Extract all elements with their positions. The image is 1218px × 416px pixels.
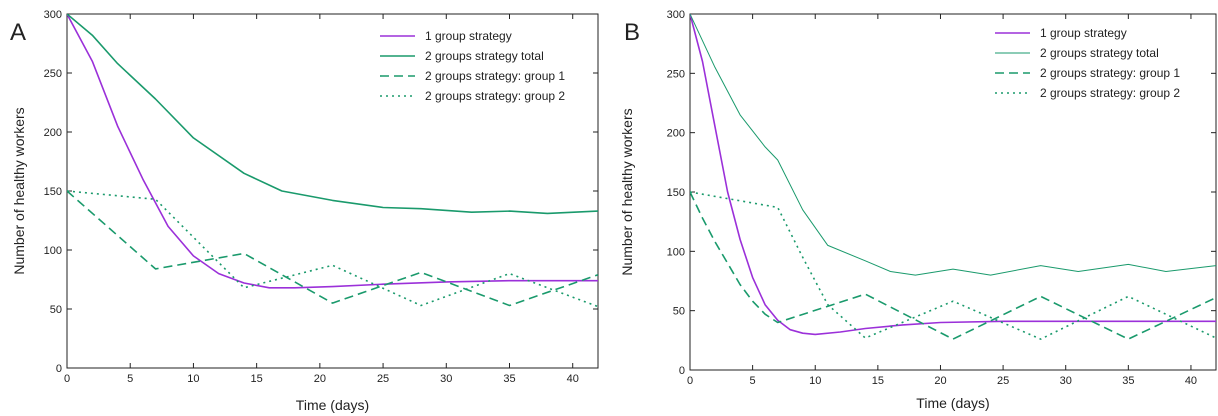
y-tick-label: 100 (667, 246, 685, 258)
legend: 1 group strategy 2 groups strategy total 2… (995, 26, 1180, 100)
x-tick-label: 5 (127, 373, 133, 385)
y-tick-label: 200 (667, 128, 685, 140)
series-line-3 (690, 191, 1216, 340)
x-tick-label: 10 (187, 373, 199, 385)
y-tick-label: 200 (44, 127, 62, 139)
x-axis-label: Time (days) (916, 395, 989, 411)
x-tick-label: 15 (251, 373, 263, 385)
x-tick-label: 30 (440, 373, 452, 385)
x-tick-label: 0 (687, 375, 693, 387)
y-axis-label: Number of healthy workers (11, 107, 27, 274)
panel-letter: B (624, 19, 640, 46)
x-tick-label: 20 (934, 375, 946, 387)
series-line-4 (67, 190, 598, 308)
series-line-2 (690, 14, 1216, 276)
x-tick-label: 10 (809, 375, 821, 387)
y-tick-label: 300 (667, 9, 685, 21)
x-tick-label: 25 (997, 375, 1009, 387)
x-tick-label: 40 (1185, 375, 1197, 387)
legend: 1 group strategy 2 groups strategy total 2… (380, 29, 565, 103)
y-tick-label: 150 (44, 186, 62, 198)
x-tick-label: 30 (1060, 375, 1072, 387)
y-tick-label: 100 (44, 245, 62, 257)
series-line-4 (690, 191, 1216, 340)
x-tick-label: 15 (872, 375, 884, 387)
x-tick-label: 35 (503, 373, 515, 385)
legend-entry: 1 group strategy (1040, 26, 1127, 40)
series-line-1 (690, 14, 1216, 336)
x-tick-label: 25 (377, 373, 389, 385)
y-tick-label: 250 (44, 68, 62, 80)
y-tick-label: 0 (56, 363, 62, 375)
panel-b: 0 5 10 15 20 25 30 35 40 0 50 100 150 200 250 300 Time (… (619, 9, 1217, 411)
y-axis-label: Number of healthy workers (619, 108, 635, 275)
legend-entry: 2 groups strategy total (1040, 46, 1159, 60)
y-tick-label: 50 (673, 306, 685, 318)
x-axis-label: Time (days) (296, 397, 369, 413)
x-tick-label: 40 (567, 373, 579, 385)
panel-letter: A (10, 19, 26, 46)
y-tick-label: 0 (679, 365, 685, 377)
legend-entry: 1 group strategy (425, 29, 512, 43)
legend-entry: 2 groups strategy: group 2 (1040, 86, 1180, 100)
x-tick-label: 20 (314, 373, 326, 385)
y-tick-label: 300 (44, 9, 62, 21)
y-tick-label: 50 (50, 304, 62, 316)
x-tick-label: 35 (1122, 375, 1134, 387)
x-tick-label: 0 (64, 373, 70, 385)
series-line-3 (67, 190, 598, 307)
series-line-2 (67, 14, 598, 215)
x-tick-label: 5 (750, 375, 756, 387)
plot-frame (66, 13, 599, 369)
legend-entry: 2 groups strategy total (425, 49, 544, 63)
y-tick-label: 150 (667, 187, 685, 199)
legend-entry: 2 groups strategy: group 1 (425, 69, 565, 83)
y-tick-label: 250 (667, 68, 685, 80)
legend-entry: 2 groups strategy: group 2 (425, 89, 565, 103)
series-line-1 (67, 14, 598, 289)
panel-a: 0 5 10 15 20 25 30 35 40 0 50 100 150 200 250 300 Time (… (10, 9, 599, 413)
legend-entry: 2 groups strategy: group 1 (1040, 66, 1180, 80)
